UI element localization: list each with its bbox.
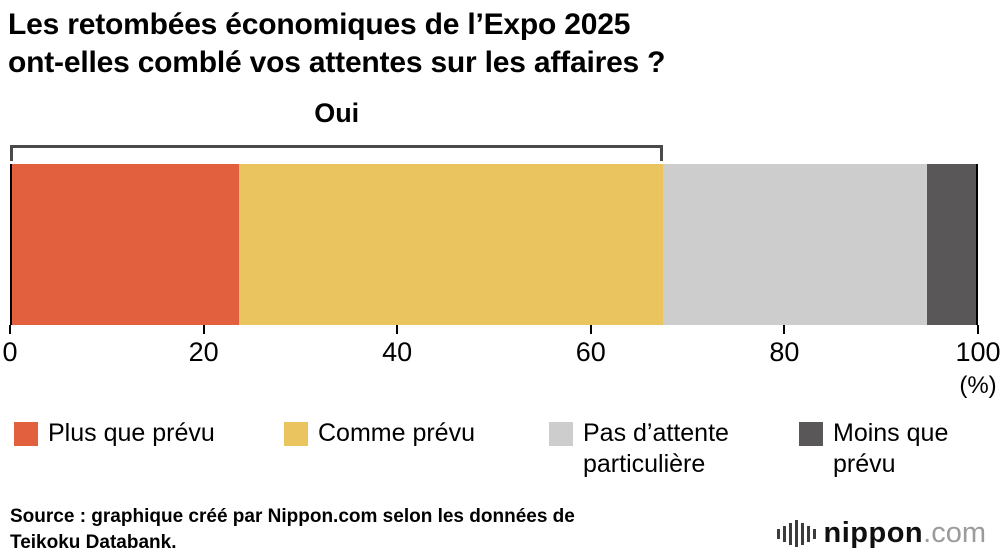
legend-swatch-icon (549, 422, 573, 446)
legend-item-plus-que-prevu: Plus que prévu (14, 418, 284, 480)
nippon-logo-name: nippon (823, 517, 924, 549)
tick-mark (202, 325, 205, 334)
source-line-1: Source : graphique créé par Nippon.com s… (10, 506, 575, 527)
title-line-2: ont-elles comblé vos attentes sur les af… (8, 46, 666, 79)
x-tick-label: 20 (188, 337, 219, 367)
tick-mark (589, 325, 592, 334)
legend-swatch-icon (799, 422, 823, 446)
legend-item-comme-prevu: Comme prévu (284, 418, 549, 480)
legend-item-moins-que-prevu: Moins que prévu (799, 418, 1000, 480)
percent-unit-label: (%) (959, 372, 997, 399)
source-text: Source : graphique créé par Nippon.com s… (10, 504, 575, 556)
legend-swatch-icon (284, 422, 308, 446)
nippon-logo-tld: .com (923, 517, 986, 549)
segment-plus-que-prevu (12, 164, 239, 325)
tick-mark (977, 325, 979, 334)
x-tick-label: 80 (769, 337, 800, 367)
footer: Source : graphique créé par Nippon.com s… (10, 504, 986, 556)
nippon-logo: nippon .com (776, 517, 986, 556)
source-line-2: Teikoku Databank. (10, 532, 177, 553)
x-tick-0: 0 (0, 325, 45, 368)
legend-label: Plus que prévu (48, 419, 215, 447)
title-line-1: Les retombées économiques de l’Expo 2025 (8, 8, 631, 41)
nippon-logo-icon (776, 520, 816, 547)
oui-bracket (10, 145, 664, 161)
x-tick-80: 80 (749, 325, 819, 368)
x-tick-label: 0 (2, 337, 18, 367)
legend-item-pas-d-attente: Pas d’attente particulière (549, 418, 799, 480)
x-tick-label: 60 (575, 337, 606, 367)
segment-pas-d-attente (662, 164, 927, 325)
segment-moins-que-prevu (926, 164, 976, 325)
x-tick-label: 40 (382, 337, 413, 367)
legend-label: Moins que prévu (833, 419, 949, 478)
x-tick-100: 100 (943, 325, 1000, 368)
chart: Oui 0 20 40 60 80 100 (2, 98, 1000, 414)
x-tick-20: 20 (169, 325, 239, 368)
legend-label: Pas d’attente particulière (583, 419, 729, 478)
tick-mark (9, 325, 11, 334)
segment-comme-prevu (238, 164, 663, 325)
bracket-label: Oui (314, 98, 360, 128)
legend-label: Comme prévu (318, 419, 475, 447)
x-tick-label: 100 (955, 337, 1000, 367)
tick-mark (396, 325, 399, 334)
page-title: Les retombées économiques de l’Expo 2025… (0, 0, 1000, 82)
stacked-bar (10, 164, 978, 325)
x-tick-60: 60 (556, 325, 626, 368)
tick-mark (783, 325, 786, 334)
legend-swatch-icon (14, 422, 38, 446)
legend: Plus que prévu Comme prévu Pas d’attente… (0, 414, 1000, 480)
x-tick-40: 40 (362, 325, 432, 368)
